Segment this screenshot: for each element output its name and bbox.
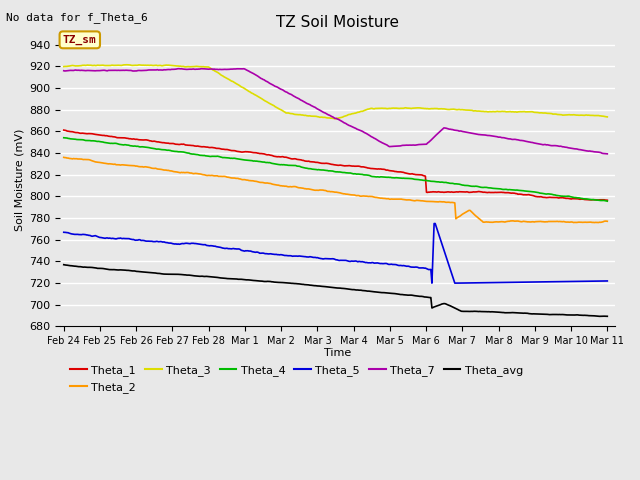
Text: No data for f_Theta_6: No data for f_Theta_6 — [6, 12, 148, 23]
Text: TZ_sm: TZ_sm — [63, 35, 97, 45]
X-axis label: Time: Time — [324, 348, 351, 358]
Y-axis label: Soil Moisture (mV): Soil Moisture (mV) — [15, 129, 25, 231]
Title: TZ Soil Moisture: TZ Soil Moisture — [276, 15, 399, 30]
Legend: Theta_1, Theta_2, Theta_3, Theta_4, Theta_5, Theta_7, Theta_avg: Theta_1, Theta_2, Theta_3, Theta_4, Thet… — [66, 360, 527, 397]
